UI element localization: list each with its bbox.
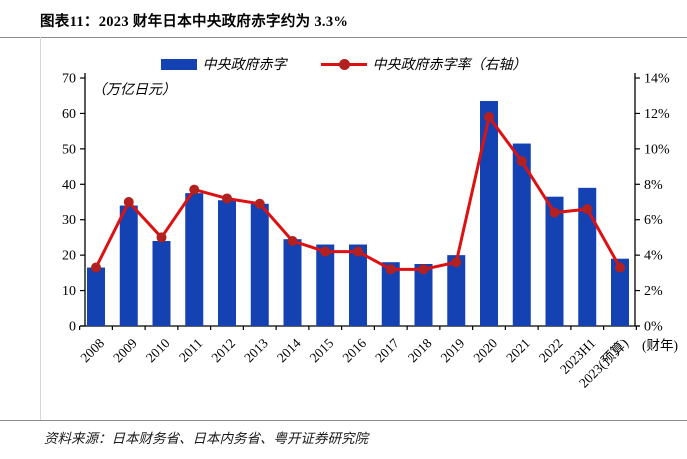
deficit-bar (152, 240, 171, 326)
x-axis-label: 2009 (110, 335, 140, 365)
deficit-bar (545, 196, 564, 326)
deficit-rate-point (189, 184, 200, 195)
deficit-bar (480, 101, 498, 327)
deficit-bar (447, 255, 466, 326)
deficit-bar (349, 244, 367, 326)
right-axis-tick-label: 6% (644, 213, 663, 228)
deficit-rate-point (451, 257, 462, 268)
deficit-rate-point (549, 207, 560, 218)
deficit-bar (578, 187, 597, 326)
deficit-rate-point (353, 246, 363, 257)
deficit-rate-point (287, 235, 298, 246)
legend-dot (338, 58, 350, 70)
x-axis-label: 2016 (339, 335, 369, 365)
left-axis-tick-label: 0 (69, 320, 76, 335)
deficit-bar (611, 258, 629, 326)
left-axis-tick-label: 30 (62, 213, 76, 228)
deficit-rate-point (156, 232, 167, 243)
legend-bar-label: 中央政府赤字 (202, 58, 287, 73)
x-axis-label: 2011 (176, 336, 205, 365)
x-axis-label: 2012 (208, 336, 238, 366)
right-axis-tick-label: 12% (644, 107, 670, 122)
right-axis-tick-label: 4% (644, 249, 663, 264)
deficit-bar (381, 262, 400, 326)
table-left-border (40, 37, 41, 421)
x-axis-unit-label: (财年) (642, 338, 678, 353)
deficit-rate-point (222, 193, 232, 204)
right-axis-tick-label: 2% (644, 284, 663, 299)
x-axis-label: 2008 (77, 335, 107, 365)
deficit-bar (316, 244, 335, 326)
deficit-rate-point (91, 262, 101, 273)
deficit-rate-point (484, 111, 494, 122)
deficit-rate-point (254, 198, 265, 209)
left-axis-tick-label: 70 (62, 72, 76, 87)
x-axis-label: 2018 (405, 335, 435, 365)
figure-title: 图表11：2023 财年日本中央政府赤字约为 3.3% (40, 14, 349, 30)
x-axis-label: 2017 (372, 335, 402, 365)
deficit-bar (87, 267, 105, 326)
deficit-rate-point (582, 204, 593, 215)
left-axis-tick-label: 60 (62, 107, 76, 122)
title-divider (0, 37, 687, 38)
chart-legend: 中央政府赤字 中央政府赤字率（右轴） (0, 54, 687, 74)
left-axis-tick-label: 20 (62, 249, 76, 264)
deficit-rate-point (418, 264, 429, 275)
deficit-bar (283, 239, 302, 326)
right-axis-tick-label: 0% (644, 320, 663, 335)
right-axis-tick-label: 10% (644, 142, 670, 157)
legend-item-deficit-rate: 中央政府赤字率（右轴） (320, 54, 527, 74)
right-axis-tick-label: 14% (644, 72, 670, 87)
x-axis-label: 2020 (470, 335, 500, 365)
deficit-rate-point (516, 156, 527, 167)
x-axis-label: 2015 (307, 335, 337, 365)
deficit-rate-point (320, 246, 331, 257)
deficit-rate-point (615, 262, 625, 273)
x-axis-label: 2014 (274, 335, 304, 365)
deficit-rate-point (123, 197, 134, 207)
right-axis-tick-label: 8% (644, 178, 663, 193)
left-axis-tick-label: 50 (62, 142, 76, 157)
deficit-bar (414, 264, 433, 326)
bottom-divider (0, 420, 687, 421)
x-axis-label: 2021 (503, 336, 533, 366)
left-axis-unit-label: （万亿日元） (92, 83, 176, 98)
deficit-bar (119, 205, 138, 326)
deficit-bar (218, 200, 236, 326)
x-axis-label: 2013 (241, 335, 271, 365)
deficit-bar (185, 193, 204, 326)
deficit-rate-point (385, 264, 396, 275)
left-axis-tick-label: 40 (62, 178, 76, 193)
source-note: 资料来源：日本财务省、日本内务省、粤开证券研究院 (44, 431, 368, 446)
x-axis-label: 2010 (143, 335, 173, 365)
left-axis-tick-label: 10 (62, 284, 76, 299)
deficit-bar (512, 143, 531, 326)
line-marker-icon (320, 58, 367, 70)
legend-item-deficit: 中央政府赤字 (160, 54, 287, 74)
legend-line-label: 中央政府赤字率（右轴） (372, 58, 527, 73)
x-axis-label: 2019 (438, 335, 468, 365)
bar-swatch-icon (160, 58, 197, 70)
deficit-bar (250, 203, 269, 326)
chart-area: 0 10 20 30 40 50 60 70 0% 2% 4% 6% 8% 10% 12% 14% 2008 20… (0, 45, 687, 420)
